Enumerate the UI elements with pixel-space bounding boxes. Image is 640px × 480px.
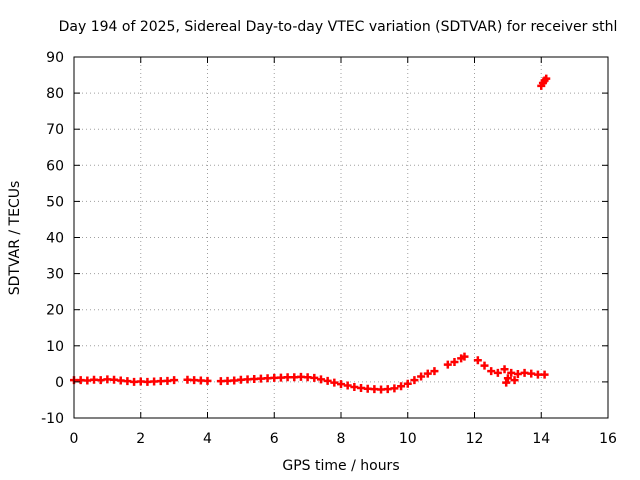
data-point (143, 377, 152, 386)
data-point (110, 375, 119, 384)
y-axis-label: SDTVAR / TECUs (7, 181, 23, 296)
data-point (130, 377, 139, 386)
data-series (70, 74, 551, 394)
data-point (323, 376, 332, 385)
data-point (283, 373, 292, 382)
x-tick-label: 2 (136, 431, 145, 447)
data-point (303, 373, 312, 382)
data-point (507, 368, 516, 377)
data-point (487, 367, 496, 376)
data-point (502, 378, 511, 387)
data-point (276, 373, 285, 382)
data-point (540, 370, 549, 379)
data-point (76, 376, 85, 385)
data-point (350, 382, 359, 391)
data-point (236, 375, 245, 384)
data-point (493, 368, 502, 377)
data-point (223, 376, 232, 385)
data-point (527, 369, 536, 378)
data-point (116, 376, 125, 385)
x-tick-label: 6 (270, 431, 279, 447)
data-point (513, 369, 522, 378)
data-point (196, 376, 205, 385)
data-point (390, 384, 399, 393)
data-point (296, 372, 305, 381)
data-point (383, 385, 392, 394)
data-point (403, 379, 412, 388)
data-point (170, 376, 179, 385)
data-point (357, 384, 366, 393)
y-tick-label: 40 (46, 231, 64, 247)
data-point (90, 375, 99, 384)
y-tick-label: 90 (46, 50, 64, 66)
y-tick-label: 20 (46, 303, 64, 319)
data-point (397, 382, 406, 391)
data-point (480, 361, 489, 370)
data-point (330, 378, 339, 387)
data-point (520, 368, 529, 377)
data-point (460, 352, 469, 361)
x-tick-label: 10 (399, 431, 417, 447)
data-point (96, 376, 105, 385)
x-axis-label: GPS time / hours (282, 458, 399, 474)
x-tick-label: 4 (203, 431, 212, 447)
x-tick-label: 16 (599, 431, 617, 447)
x-tick-label: 14 (532, 431, 550, 447)
data-point (450, 358, 459, 367)
data-point (136, 377, 145, 386)
grid-lines (74, 57, 608, 418)
data-point (150, 377, 159, 386)
data-point (370, 385, 379, 394)
data-point (270, 373, 279, 382)
data-point (83, 376, 92, 385)
data-point (216, 377, 225, 386)
data-point (230, 376, 239, 385)
y-tick-label: 80 (46, 86, 64, 102)
data-point (430, 367, 439, 376)
chart-title: Day 194 of 2025, Sidereal Day-to-day VTE… (59, 19, 618, 35)
axis-ticks (73, 56, 609, 419)
data-point (443, 360, 452, 369)
data-point (156, 377, 165, 386)
x-tick-label: 8 (337, 431, 346, 447)
data-point (290, 373, 299, 382)
x-tick-label: 12 (466, 431, 484, 447)
data-point (256, 374, 265, 383)
data-point (417, 372, 426, 381)
data-point (316, 375, 325, 384)
y-tick-label: 70 (46, 122, 64, 138)
data-point (503, 374, 512, 383)
data-point (473, 356, 482, 365)
y-tick-label: 60 (46, 158, 64, 174)
data-point (377, 385, 386, 394)
data-point (203, 376, 212, 385)
data-point (363, 384, 372, 393)
y-tick-label: 10 (46, 339, 64, 355)
data-point (343, 381, 352, 390)
data-point (542, 74, 551, 83)
x-tick-label: 0 (70, 431, 79, 447)
data-point (163, 376, 172, 385)
data-point (337, 380, 345, 389)
data-point (533, 370, 542, 379)
data-point (183, 375, 192, 384)
y-tick-label: 30 (46, 267, 64, 283)
data-point (410, 376, 419, 385)
data-point (423, 369, 432, 378)
data-point (250, 375, 259, 384)
data-point (103, 375, 112, 384)
data-point (243, 375, 252, 384)
data-point (123, 377, 132, 386)
tick-labels: 0 2 4 6 8 10 12 14 16 -10 0 10 20 30 40 50 60 70 80 90 (41, 50, 617, 447)
y-tick-label: -10 (41, 411, 64, 427)
y-tick-label: 0 (55, 375, 64, 391)
y-tick-label: 50 (46, 194, 64, 210)
data-point (190, 376, 199, 385)
data-point (263, 374, 272, 383)
data-point (510, 376, 519, 385)
data-point (310, 373, 319, 382)
data-point (500, 365, 509, 374)
